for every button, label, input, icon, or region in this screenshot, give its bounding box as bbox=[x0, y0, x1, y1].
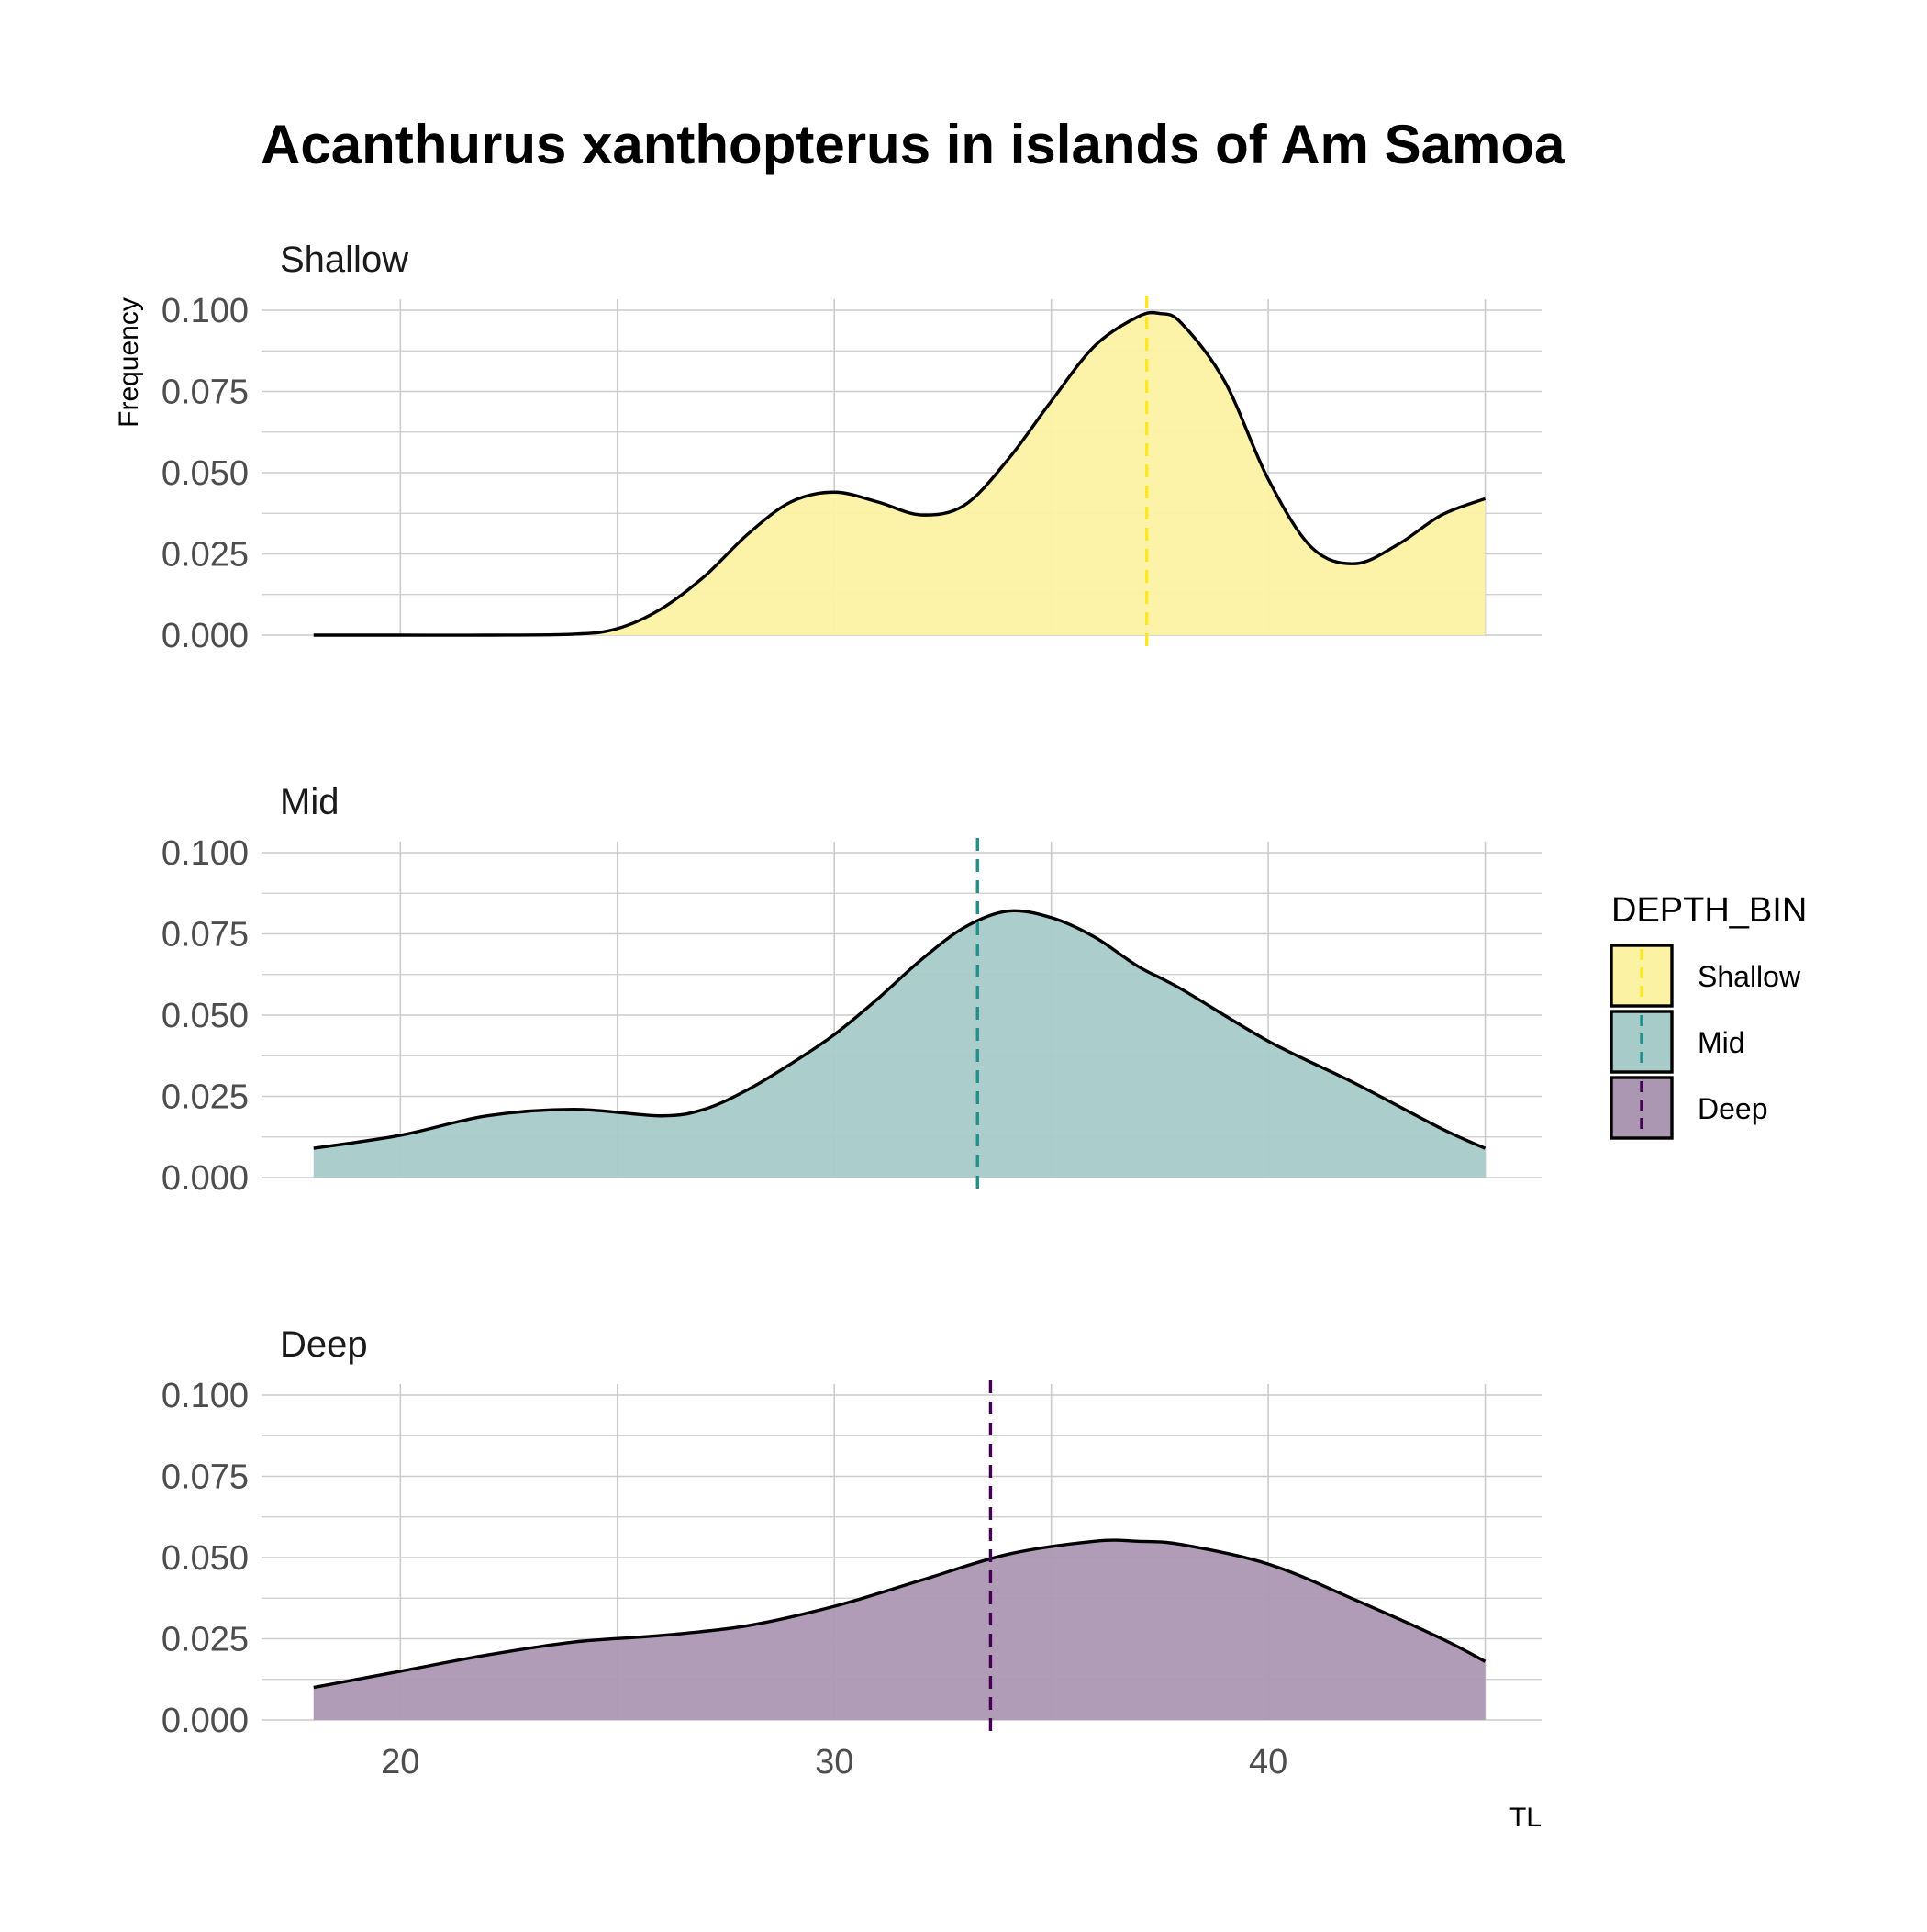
y-axis-title: Frequency bbox=[114, 297, 144, 428]
y-tick-label: 0.000 bbox=[162, 617, 249, 655]
y-tick-label: 0.100 bbox=[162, 834, 249, 873]
chart-title: Acanthurus xanthopterus in islands of Am… bbox=[261, 114, 1565, 175]
density-line-shallow bbox=[313, 310, 1487, 637]
facet-label: Deep bbox=[280, 1324, 368, 1365]
facet-label: Shallow bbox=[280, 240, 408, 280]
legend-key-shallow: Shallow bbox=[1610, 944, 1801, 1008]
y-tick-label: 0.050 bbox=[162, 997, 249, 1035]
x-axis-title: TL bbox=[1509, 1803, 1542, 1833]
legend-title: DEPTH_BIN bbox=[1611, 891, 1807, 930]
y-tick-label: 0.050 bbox=[162, 1539, 249, 1578]
y-tick-label: 0.100 bbox=[162, 292, 249, 330]
y-tick-label: 0.025 bbox=[162, 1078, 249, 1117]
facet-panel-deep: Deep 0.000 0.025 0.050 0.075 0.100 bbox=[162, 1324, 1542, 1740]
y-tick-label: 0.025 bbox=[162, 1621, 249, 1659]
legend-label: Deep bbox=[1698, 1092, 1768, 1125]
legend-label: Mid bbox=[1698, 1026, 1745, 1059]
legend-label: Shallow bbox=[1698, 960, 1801, 993]
density-area-deep bbox=[313, 1540, 1486, 1720]
density-line-mid bbox=[313, 909, 1487, 1150]
y-tick-label: 0.050 bbox=[162, 454, 249, 493]
density-area-shallow bbox=[313, 312, 1486, 636]
facet-panel-mid: Mid 0.000 0.025 0.050 0.075 0.100 bbox=[162, 782, 1542, 1198]
facet-panels: Shallow 0.000 0.025 0.050 0.075 0.100 Mid 0.000… bbox=[162, 240, 1542, 1740]
facet-label: Mid bbox=[280, 782, 339, 822]
y-tick-label: 0.075 bbox=[162, 916, 249, 955]
x-tick-label: 30 bbox=[815, 1743, 853, 1781]
density-area-mid bbox=[313, 910, 1486, 1178]
y-tick-label: 0.000 bbox=[162, 1702, 249, 1740]
x-tick-label: 20 bbox=[381, 1743, 419, 1781]
facet-panel-shallow: Shallow 0.000 0.025 0.050 0.075 0.100 bbox=[162, 240, 1542, 655]
legend-key-mid: Mid bbox=[1610, 1010, 1745, 1074]
x-tick-label: 40 bbox=[1249, 1743, 1287, 1781]
y-tick-label: 0.075 bbox=[162, 1458, 249, 1497]
y-tick-label: 0.075 bbox=[162, 374, 249, 412]
legend-key-deep: Deep bbox=[1610, 1076, 1768, 1140]
density-line-deep bbox=[313, 1538, 1487, 1690]
y-tick-label: 0.025 bbox=[162, 536, 249, 575]
x-axis-ticks: 20 30 40 bbox=[381, 1743, 1287, 1781]
y-tick-label: 0.100 bbox=[162, 1377, 249, 1415]
y-tick-label: 0.000 bbox=[162, 1159, 249, 1198]
legend: DEPTH_BIN Shallow Mid Deep bbox=[1610, 891, 1807, 1140]
